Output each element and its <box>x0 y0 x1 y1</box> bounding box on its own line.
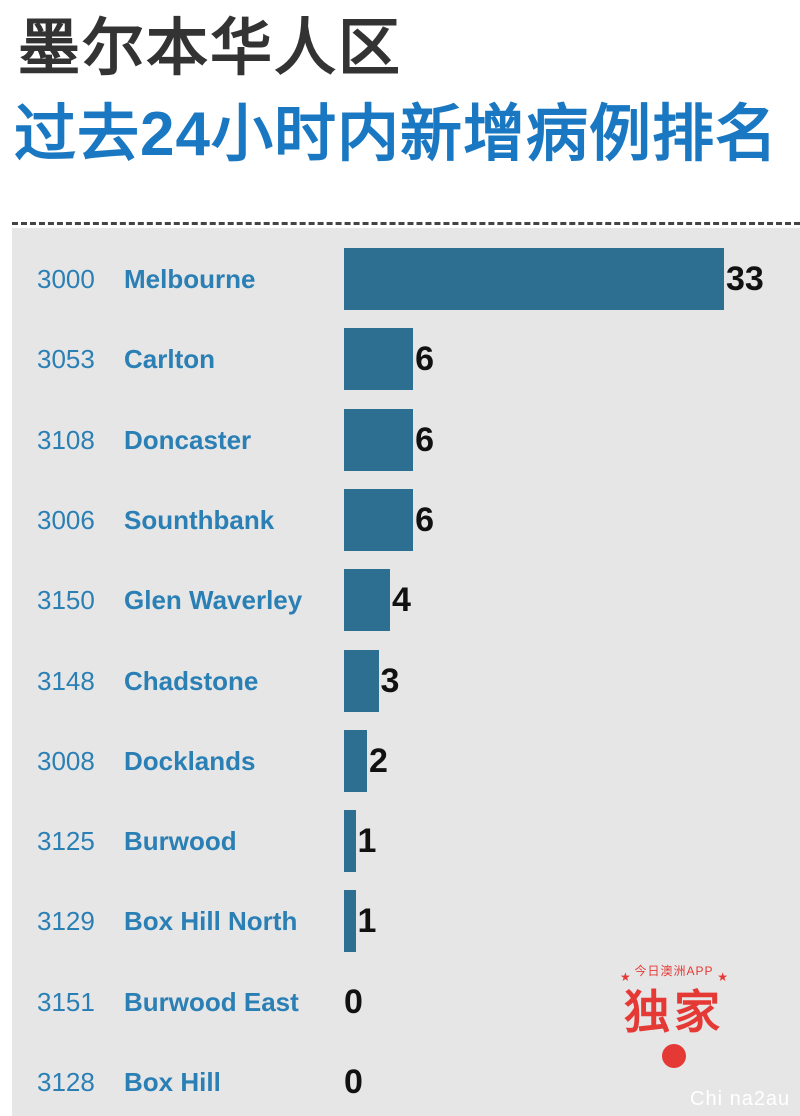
suburb-label: Docklands <box>124 745 256 776</box>
postcode-label: 3148 <box>37 665 95 696</box>
suburb-label: Sounthbank <box>124 504 275 535</box>
value-label: 1 <box>357 822 377 861</box>
bar <box>344 890 356 953</box>
value-label: 0 <box>344 1063 363 1101</box>
bar <box>344 569 391 632</box>
value-label: 33 <box>726 260 764 298</box>
bar <box>344 729 368 792</box>
postcode-label: 3151 <box>37 986 95 1017</box>
bar <box>344 810 356 873</box>
value-label: 6 <box>415 340 434 379</box>
badge-app-name: 今日澳洲APP <box>634 964 714 978</box>
bar <box>344 488 414 551</box>
value-label: 1 <box>357 902 377 941</box>
postcode-label: 3108 <box>37 424 95 455</box>
suburb-label: Burwood East <box>124 986 299 1017</box>
postcode-label: 3008 <box>37 745 95 776</box>
suburb-label: Box Hill North <box>124 906 298 937</box>
suburb-label: Box Hill <box>124 1067 221 1097</box>
value-label: 0 <box>344 982 363 1021</box>
chart-title: 过去24小时内新增病例排名 <box>14 100 778 169</box>
watermark: Chi na2au <box>690 1088 791 1110</box>
postcode-label: 3129 <box>37 906 95 937</box>
suburb-label: Chadstone <box>124 665 259 696</box>
chart-panel: 3000 Melbourne 33 3053 Carlton 6 3108 Doncaster… <box>12 228 800 1116</box>
badge-exclusive-text: 独家 <box>624 986 724 1038</box>
bar <box>344 408 414 471</box>
suburb-label: Doncaster <box>124 424 252 455</box>
postcode-label: 3006 <box>37 504 95 535</box>
bar <box>344 649 379 712</box>
postcode-label: 3128 <box>37 1067 95 1097</box>
postcode-label: 3000 <box>37 264 95 294</box>
postcode-label: 3053 <box>37 344 95 375</box>
app-logo-icon <box>662 1044 686 1068</box>
suburb-label: Melbourne <box>124 264 256 294</box>
dashed-divider <box>12 222 800 225</box>
value-label: 6 <box>415 500 434 539</box>
star-icon: ★ <box>717 970 728 984</box>
suburb-label: Carlton <box>124 344 215 375</box>
bar <box>344 328 414 391</box>
bar <box>344 248 724 310</box>
value-label: 3 <box>380 661 400 700</box>
page-title: 墨尔本华人区 <box>18 14 403 83</box>
star-icon: ★ <box>620 970 631 984</box>
suburb-label: Glen Waverley <box>124 585 303 616</box>
suburb-label: Burwood <box>124 826 237 857</box>
value-label: 2 <box>369 741 388 780</box>
value-label: 4 <box>392 581 411 620</box>
exclusive-badge: ★ 今日澳洲APP ★ 独家 <box>612 962 736 1072</box>
postcode-label: 3125 <box>37 826 95 857</box>
value-label: 6 <box>415 420 434 459</box>
postcode-label: 3150 <box>37 585 95 616</box>
